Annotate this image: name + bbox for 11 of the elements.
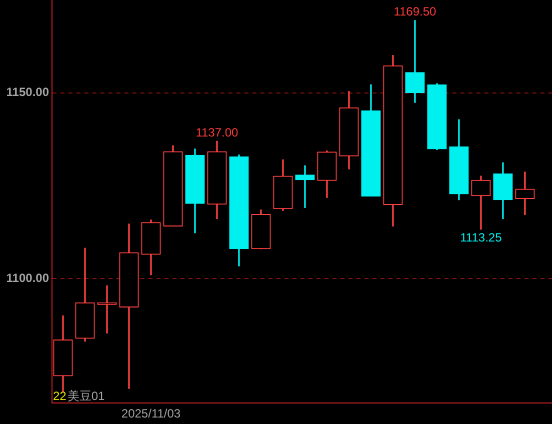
x-tick-label: 2025/11/03: [121, 406, 181, 421]
annotation: 美豆01: [67, 389, 106, 403]
candlestick: [295, 165, 315, 208]
annotation: 1137.00: [196, 125, 239, 140]
annotation: 1113.25: [460, 230, 502, 245]
annotation: 1169.50: [394, 4, 437, 19]
candlestick: [515, 172, 535, 216]
y-tick-label: 1150.00: [6, 85, 50, 100]
annotation: 22: [53, 389, 67, 403]
y-tick-label: 1100.00: [6, 270, 50, 285]
candlestick: [405, 20, 425, 103]
